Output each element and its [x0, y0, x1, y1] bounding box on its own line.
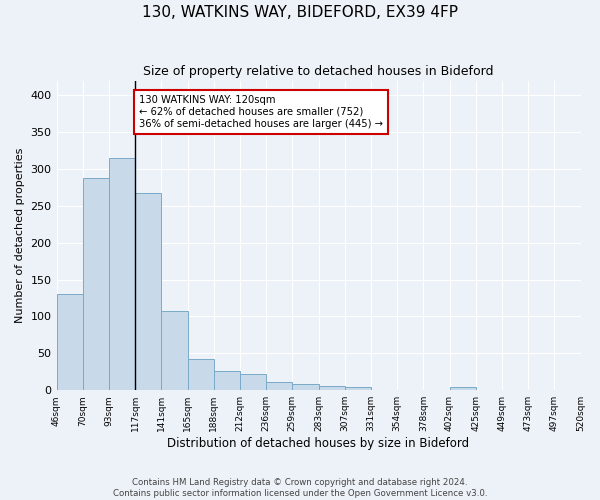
Bar: [345, 388, 371, 390]
Bar: [214, 371, 240, 390]
Bar: [188, 359, 214, 390]
Bar: [83, 178, 109, 390]
Text: 130, WATKINS WAY, BIDEFORD, EX39 4FP: 130, WATKINS WAY, BIDEFORD, EX39 4FP: [142, 5, 458, 20]
Bar: [266, 382, 292, 390]
Bar: [56, 294, 83, 390]
Bar: [135, 194, 161, 390]
Bar: [109, 158, 135, 390]
Bar: [449, 386, 476, 390]
Text: 130 WATKINS WAY: 120sqm
← 62% of detached houses are smaller (752)
36% of semi-d: 130 WATKINS WAY: 120sqm ← 62% of detache…: [139, 96, 383, 128]
Bar: [240, 374, 266, 390]
Bar: [161, 310, 188, 390]
X-axis label: Distribution of detached houses by size in Bideford: Distribution of detached houses by size …: [167, 437, 470, 450]
Text: Contains HM Land Registry data © Crown copyright and database right 2024.
Contai: Contains HM Land Registry data © Crown c…: [113, 478, 487, 498]
Title: Size of property relative to detached houses in Bideford: Size of property relative to detached ho…: [143, 65, 494, 78]
Bar: [292, 384, 319, 390]
Bar: [319, 386, 345, 390]
Y-axis label: Number of detached properties: Number of detached properties: [15, 148, 25, 323]
